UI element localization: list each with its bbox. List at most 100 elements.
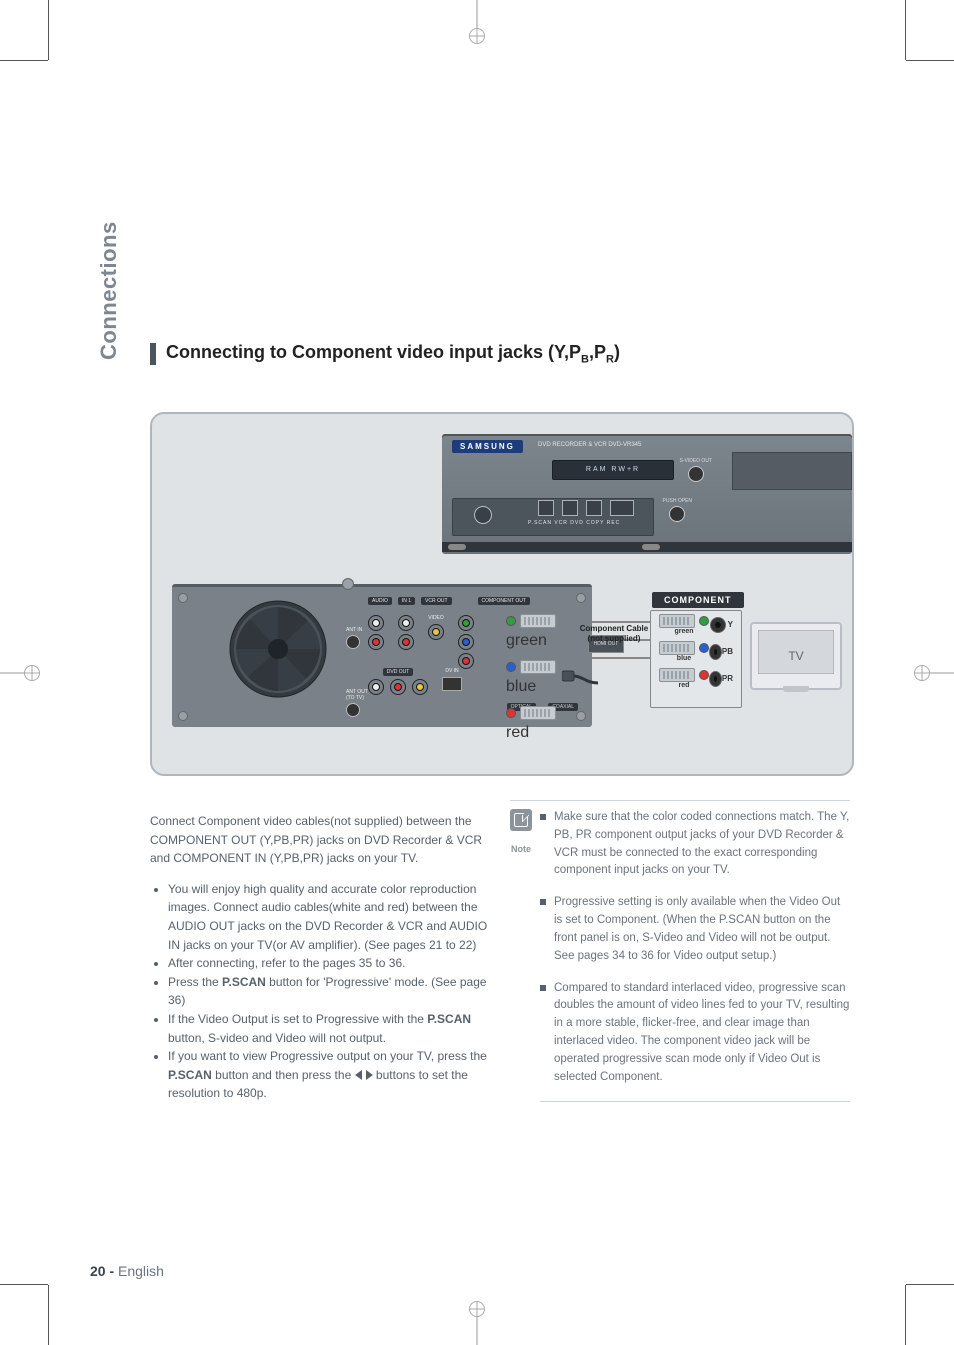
status-leds: P.SCAN VCR DVD COPY REC <box>528 520 620 526</box>
trim-mark <box>906 1284 954 1285</box>
vcr-door <box>732 452 852 490</box>
heading-bar-icon <box>150 343 156 365</box>
page-number: 20 - English <box>90 1263 164 1279</box>
text: button, S-video and Video will not outpu… <box>168 1031 386 1045</box>
trim-mark <box>48 0 49 60</box>
note-header: Note Make sure that the color coded conn… <box>510 800 850 1102</box>
svideo-port-icon <box>688 466 704 482</box>
control-button-icon <box>538 500 554 516</box>
tv-illustration: TV <box>750 622 842 690</box>
instruction-paragraph: Connect Component video cables(not suppl… <box>150 812 490 868</box>
plug-icon <box>506 614 556 628</box>
screw-icon <box>178 711 188 721</box>
dv-port-icon <box>442 677 462 691</box>
bullet-square-icon <box>540 899 546 905</box>
plug-tip-icon <box>506 708 516 718</box>
note-bullet: Compared to standard interlaced video, p… <box>540 980 850 1087</box>
heading-text: Y,P <box>554 342 581 362</box>
instruction-bullet: Press the P.SCAN button for 'Progressive… <box>168 973 490 1010</box>
section-heading: Connecting to Component video input jack… <box>150 342 620 366</box>
plug-icon <box>659 641 709 655</box>
group-label: COMPONENT OUT <box>478 597 530 605</box>
component-out-col <box>458 615 474 669</box>
heading-text: ,P <box>589 342 606 362</box>
component-letter: PB <box>722 647 733 656</box>
cable-caption: Component Cable (not supplied) <box>566 624 662 643</box>
note-icon <box>510 809 532 831</box>
rca-jack-icon <box>390 679 406 695</box>
instruction-bullet: You will enjoy high quality and accurate… <box>168 880 490 954</box>
control-button-icon <box>562 500 578 516</box>
heading-subscript: B <box>581 354 589 366</box>
ant-out-label: ANT OUT (TO TV) <box>346 683 368 723</box>
plug-body-icon <box>520 706 556 720</box>
component-letter: PR <box>722 674 733 683</box>
tv-component-inputs: green Y blue PB red PR <box>650 610 742 708</box>
svideo-label: S-VIDEO OUT <box>679 458 712 464</box>
rca-jack-icon <box>458 653 474 669</box>
crop-mark-cross <box>477 28 478 44</box>
control-button-icon <box>586 500 602 516</box>
rear-jacks-top: VIDEO <box>368 615 474 669</box>
group-label: VCR OUT <box>421 597 452 605</box>
trim-mark <box>906 60 954 61</box>
tv-label: TV <box>788 649 803 663</box>
ant-out-text: ANT OUT (TO TV) <box>346 689 368 701</box>
text-bold: P.SCAN <box>168 1068 212 1082</box>
trim-mark <box>0 1284 48 1285</box>
plug-icon <box>506 706 556 720</box>
plug-color-label: green <box>674 628 693 635</box>
rca-jack-icon <box>458 615 474 631</box>
notes-column: Note Make sure that the color coded conn… <box>510 800 850 1102</box>
connection-diagram: SAMSUNG DVD RECORDER & VCR DVD-VR345 RAM… <box>150 412 854 776</box>
text: If the Video Output is set to Progressiv… <box>168 1012 427 1026</box>
plug-color-label: blue <box>506 678 556 696</box>
rca-jack-icon <box>368 634 384 650</box>
rca-jack-icon <box>398 634 414 650</box>
text: Press the <box>168 975 222 989</box>
audio-in-col <box>368 615 384 669</box>
push-open-text: PUSH OPEN <box>663 498 692 504</box>
screw-icon <box>342 578 354 590</box>
note-text: Compared to standard interlaced video, p… <box>554 980 850 1087</box>
component-socket-icon <box>709 644 722 660</box>
cable-caption-line: Component Cable <box>566 624 662 634</box>
screw-icon <box>178 593 188 603</box>
text: If you want to view Progressive output o… <box>168 1049 487 1063</box>
coax-port-icon <box>346 635 360 649</box>
rear-jacks-bottom: DVD OUT DV IN <box>368 668 462 695</box>
note-bullet: Make sure that the color coded connectio… <box>540 809 850 880</box>
foot-icon <box>448 544 466 550</box>
fan-icon <box>228 599 328 699</box>
front-display: RAM RW+R <box>552 460 674 480</box>
page-content: Connections Connecting to Component vide… <box>90 60 864 1285</box>
cable-caption-line: (not supplied) <box>566 634 662 644</box>
text: button and then press the <box>215 1068 354 1082</box>
component-row: blue PB <box>651 638 741 665</box>
power-cord-icon <box>562 667 602 685</box>
control-button-icon <box>610 500 634 516</box>
crop-mark-cross <box>32 665 33 681</box>
plug-icon <box>659 614 709 628</box>
rca-jack-icon <box>368 679 384 695</box>
plug-tip-icon <box>506 662 516 672</box>
rca-jack-icon <box>398 615 414 631</box>
ant-in-label: ANT IN <box>346 627 362 649</box>
rca-jack-icon <box>428 624 444 640</box>
heading-text: Connecting to Component video input jack… <box>166 342 554 362</box>
component-socket-icon <box>709 671 722 687</box>
trim-mark <box>905 0 906 60</box>
plug-body-icon <box>520 614 556 628</box>
video-label: VIDEO <box>428 615 444 621</box>
dvd-out-col: DVD OUT <box>368 668 428 695</box>
plug-tip-icon <box>506 616 516 626</box>
instructions-column: Connect Component video cables(not suppl… <box>150 800 490 1117</box>
rca-jack-icon <box>458 634 474 650</box>
crop-mark-cross <box>922 665 923 681</box>
coax-port-icon <box>346 703 360 717</box>
section-title: Connecting to Component video input jack… <box>166 342 620 366</box>
plug-icon <box>659 668 709 682</box>
group-label: IN 1 <box>398 597 415 605</box>
note-text: Progressive setting is only available wh… <box>554 894 850 965</box>
rca-jack-icon <box>368 615 384 631</box>
